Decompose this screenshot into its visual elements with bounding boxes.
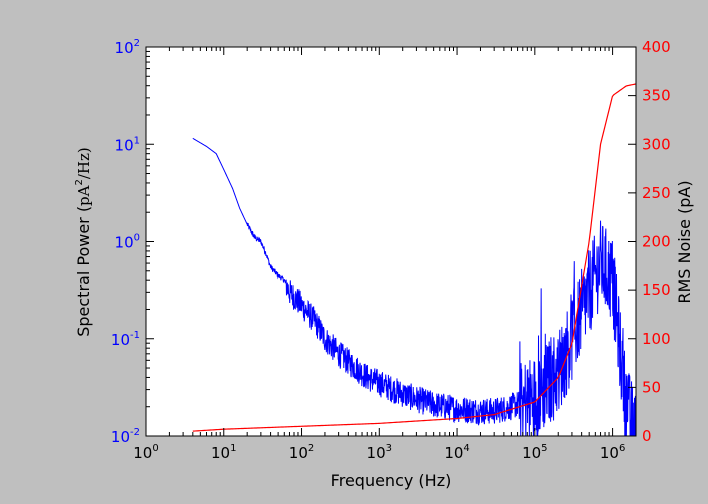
x-tick-label: 101 [211,443,236,462]
y-right-axis-label: RMS Noise (pA) [675,180,694,303]
y-left-tick-label: 101 [115,135,140,154]
y-left-axis-label: Spectral Power (pA2/Hz) [74,147,93,337]
y-right-tick-label: 250 [642,184,671,202]
y-left-tick-label: 100 [115,233,140,252]
y-right-axis: 0 50 100 150 200 250 300 350 400 [628,38,671,445]
y-right-tick-label: 300 [642,135,671,153]
x-tick-label: 100 [133,443,158,462]
series-layer [192,83,636,436]
x-tick-label: 102 [289,443,314,462]
y-left-label-prefix: Spectral Power ( [74,206,93,337]
x-tick-label: 104 [444,443,469,462]
y-left-tick-label: 102 [115,38,140,57]
y-right-tick-label: 0 [642,427,652,445]
y-right-tick-label: 150 [642,281,671,299]
x-tick-label: 103 [367,443,392,462]
x-tick-label: 106 [600,443,625,462]
y-left-label-suffix: /Hz) [75,147,93,179]
y-left-tick-label: 10-2 [111,427,140,446]
x-axis: 100 101 102 103 104 105 106 [133,47,637,462]
y-right-tick-label: 50 [642,378,661,396]
y-left-label-exp: 2 [74,179,85,185]
y-right-tick-label: 100 [642,330,671,348]
y-left-axis: 10-2 10-1 100 101 102 [111,38,154,446]
x-tick-label: 105 [522,443,547,462]
y-right-tick-label: 350 [642,87,671,105]
x-axis-label: Frequency (Hz) [331,471,452,490]
y-right-tick-label: 200 [642,233,671,251]
y-left-label-unit: pA [75,185,93,206]
y-right-tick-label: 400 [642,38,671,56]
spectral-power-series [192,137,636,436]
y-left-tick-label: 10-1 [111,330,140,349]
rms-noise-series [192,83,636,432]
